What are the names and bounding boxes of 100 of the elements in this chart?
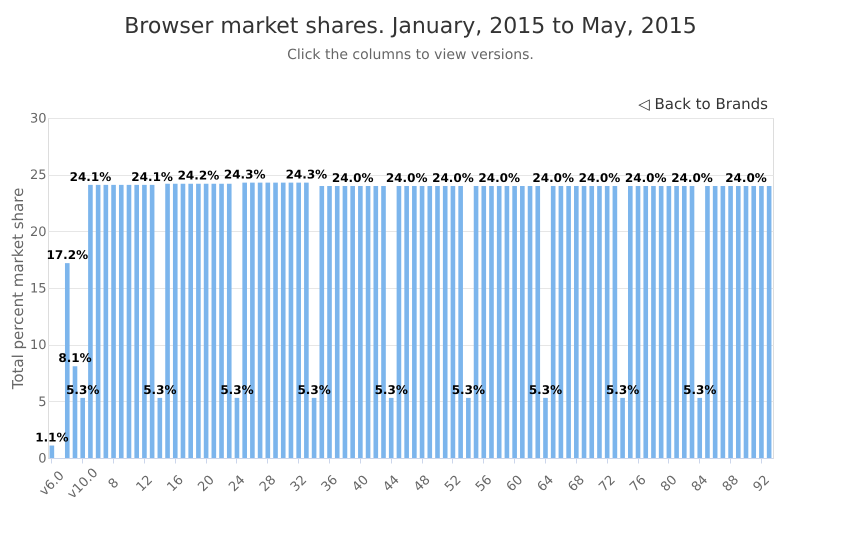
bar	[620, 398, 625, 458]
data-label: 24.1%	[70, 170, 112, 184]
bar	[759, 186, 764, 458]
data-label: 5.3%	[297, 382, 331, 397]
data-label: 5.3%	[606, 382, 640, 397]
data-label: 24.0%	[578, 171, 620, 185]
data-label: 5.3%	[220, 382, 254, 397]
bar	[280, 182, 286, 458]
x-tick-label: 12	[134, 472, 156, 496]
bar	[104, 184, 108, 458]
bar	[496, 186, 502, 458]
y-tick-label: 0	[38, 452, 46, 466]
chart-subtitle: Click the columns to view versions.	[287, 47, 534, 63]
data-label: 5.3%	[683, 382, 716, 397]
bar	[643, 186, 648, 458]
data-label: 24.0%	[332, 171, 374, 185]
data-label: 24.0%	[432, 171, 474, 185]
bar	[589, 186, 594, 458]
x-tick-label: 24	[226, 472, 248, 496]
bar	[543, 398, 548, 458]
bar	[134, 184, 140, 458]
bar	[520, 186, 525, 458]
x-tick-label: 92	[750, 472, 773, 496]
bar	[334, 186, 340, 458]
x-tick-label: 64	[534, 472, 557, 496]
data-label: 17.2%	[46, 248, 88, 262]
bar	[388, 398, 394, 458]
x-tick-label: 20	[195, 472, 218, 496]
chart-title: Browser market shares. January, 2015 to May, 2015	[124, 14, 697, 39]
bar	[188, 184, 193, 458]
x-tick-label: 68	[566, 472, 588, 496]
bar	[512, 186, 517, 458]
bar	[412, 186, 417, 458]
x-tick-label: 76	[627, 472, 650, 496]
bar	[118, 184, 124, 458]
data-label: 24.0%	[624, 171, 667, 185]
x-tick-label: 36	[318, 472, 342, 496]
bar	[427, 186, 432, 458]
y-tick-label: 15	[30, 282, 46, 296]
data-label: 5.3%	[374, 382, 408, 397]
x-tick-label: 88	[720, 472, 742, 496]
data-label: 8.1%	[58, 351, 92, 366]
x-tick-label: 40	[350, 472, 372, 496]
x-tick-label: 80	[658, 472, 680, 496]
x-tick-label: 56	[472, 472, 496, 496]
bar	[674, 186, 679, 458]
bar	[728, 186, 733, 458]
bar	[666, 186, 672, 458]
bar	[574, 186, 579, 458]
bar	[180, 184, 186, 458]
data-label: 24.0%	[532, 171, 574, 185]
bar	[111, 184, 116, 458]
bar	[420, 186, 424, 458]
bar	[366, 186, 370, 458]
x-tick-label: 44	[380, 472, 403, 496]
data-label: 24.0%	[386, 171, 428, 185]
bar	[466, 398, 471, 458]
bar	[350, 186, 355, 458]
bar	[212, 184, 216, 458]
x-tick-label: 48	[411, 472, 434, 496]
bar	[720, 186, 726, 458]
y-tick-label: 25	[30, 168, 46, 184]
y-tick-label: 30	[30, 112, 46, 126]
bar	[196, 184, 201, 458]
x-tick-label: 84	[688, 472, 712, 496]
x-tick-label: 52	[442, 472, 464, 496]
bar	[766, 186, 772, 458]
bar	[751, 186, 756, 458]
x-tick-label: 28	[257, 472, 280, 496]
x-tick-label: 60	[504, 472, 526, 496]
bar	[158, 398, 162, 458]
x-tick-label: 32	[288, 472, 310, 496]
data-label: 24.0%	[671, 171, 713, 185]
data-label: 5.3%	[66, 382, 100, 397]
bar	[504, 186, 510, 458]
bar	[435, 186, 440, 458]
y-tick-label: 10	[30, 338, 46, 354]
data-label: 24.0%	[478, 171, 520, 185]
data-label: 24.0%	[725, 171, 767, 185]
data-label: 24.3%	[286, 168, 328, 182]
data-label: 5.3%	[528, 382, 562, 397]
data-label: 24.2%	[178, 168, 220, 183]
bar	[273, 182, 278, 458]
bar	[582, 186, 586, 458]
bar	[651, 186, 656, 458]
text: ◁ Back to Brands	[638, 95, 768, 113]
bar	[342, 186, 348, 458]
bar	[744, 186, 748, 458]
y-axis-title: Total percent market share	[8, 188, 27, 390]
bar	[266, 182, 270, 458]
bar	[312, 398, 316, 458]
bar	[288, 182, 294, 458]
data-label: 5.3%	[143, 382, 176, 397]
data-label: 24.1%	[131, 170, 173, 184]
bar	[658, 186, 664, 458]
bar	[50, 446, 54, 458]
bar	[126, 184, 132, 458]
x-tick-label: 8	[106, 476, 122, 492]
bar	[258, 182, 262, 458]
bar	[358, 186, 363, 458]
